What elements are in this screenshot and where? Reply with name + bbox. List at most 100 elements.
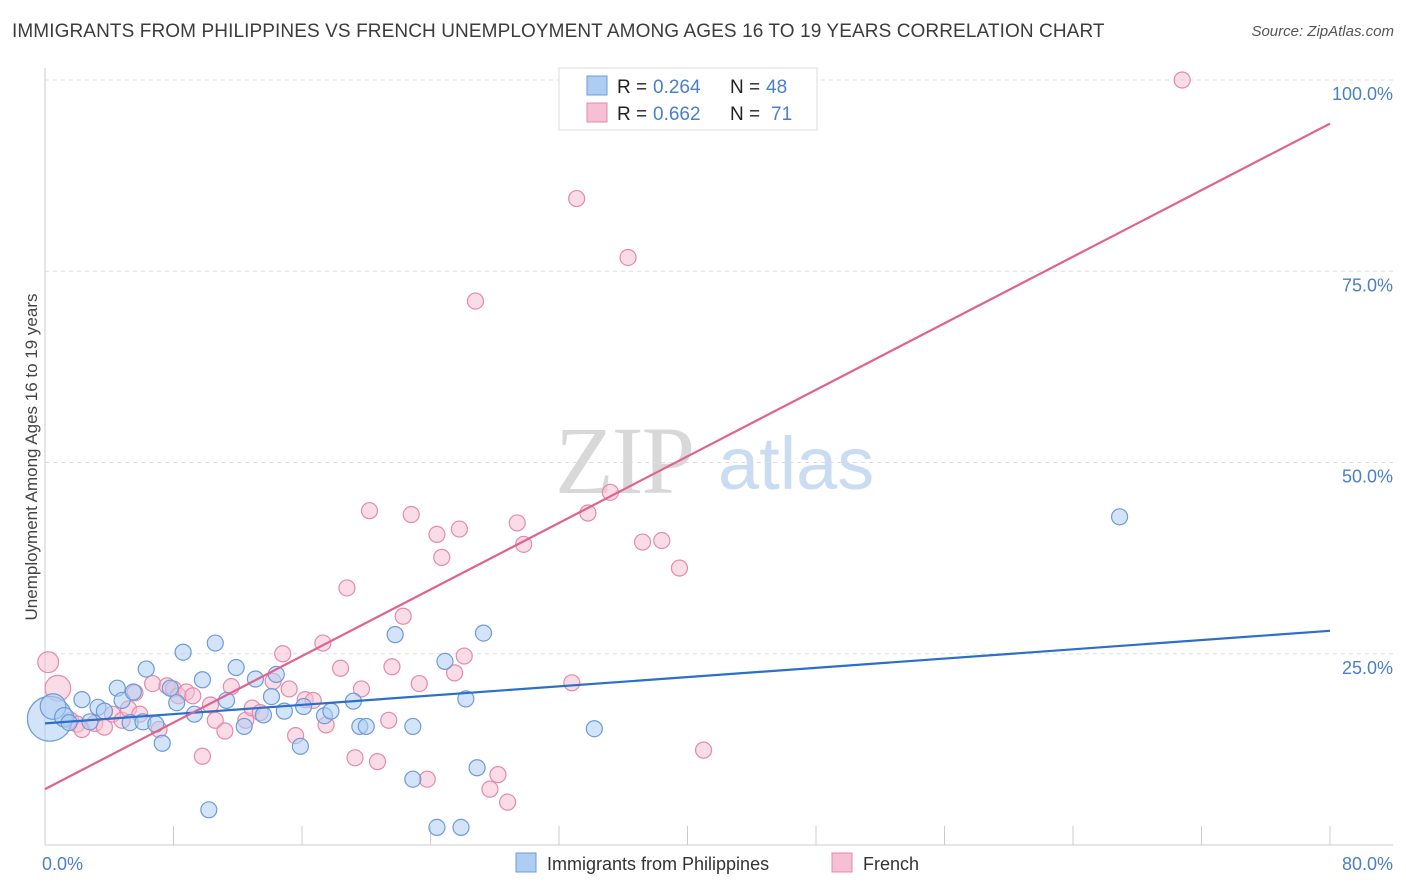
y-tick-label-25: 25.0% bbox=[1342, 658, 1393, 678]
french-point-28 bbox=[274, 645, 292, 663]
french-point-68 bbox=[1173, 71, 1191, 89]
philippines-point-24 bbox=[227, 658, 245, 677]
philippines-point-13 bbox=[137, 660, 155, 678]
philippines-point-28 bbox=[262, 687, 281, 706]
french-point-53 bbox=[481, 780, 499, 798]
philippines-point-43 bbox=[452, 818, 470, 837]
correlation-legend: R = 0.264 N = 48 R = 0.662 N = 71 bbox=[558, 67, 818, 131]
y-axis-label: Unemployment Among Ages 16 to 19 years bbox=[22, 294, 41, 621]
legend-bottom-label-pink: French bbox=[863, 854, 919, 874]
trend-lines bbox=[44, 122, 1331, 791]
x-tick-label-min: 0.0% bbox=[42, 854, 83, 874]
legend-n-value-2: 71 bbox=[771, 104, 792, 125]
french-point-54 bbox=[489, 766, 507, 784]
french-point-39 bbox=[360, 502, 379, 520]
french-point-41 bbox=[380, 711, 398, 729]
philippines-point-38 bbox=[386, 626, 404, 644]
philippines-point-4 bbox=[73, 691, 91, 709]
philippines-point-27 bbox=[254, 706, 273, 724]
philippines-point-22 bbox=[206, 634, 224, 652]
philippines-point-16 bbox=[161, 679, 179, 697]
legend-n-value-1: 48 bbox=[766, 77, 787, 98]
french-point-19 bbox=[193, 747, 212, 765]
philippines-point-7 bbox=[95, 702, 114, 720]
french-point-22 bbox=[216, 722, 234, 740]
french-point-46 bbox=[418, 770, 436, 788]
french-point-49 bbox=[445, 664, 464, 682]
watermark-atlas: atlas bbox=[718, 422, 874, 505]
philippines-point-42 bbox=[436, 652, 454, 671]
french-point-37 bbox=[346, 749, 364, 767]
series-philippines-points bbox=[26, 508, 1129, 837]
gridlines bbox=[45, 79, 1393, 655]
french-point-56 bbox=[508, 514, 526, 532]
watermark-zip: ZIP bbox=[555, 407, 693, 514]
french-point-59 bbox=[568, 189, 586, 208]
french-point-50 bbox=[450, 520, 469, 538]
philippines-point-48 bbox=[1110, 508, 1129, 526]
philippines-point-18 bbox=[174, 643, 192, 661]
x-tick-label-max: 80.0% bbox=[1342, 854, 1393, 874]
philippines-point-39 bbox=[404, 717, 422, 736]
french-point-67 bbox=[694, 741, 713, 759]
french-point-12 bbox=[144, 674, 162, 693]
french-point-42 bbox=[383, 658, 401, 676]
philippines-point-31 bbox=[291, 737, 309, 755]
y-tick-labels: 25.0% 50.0% 75.0% 100.0% bbox=[1332, 84, 1393, 678]
french-point-38 bbox=[352, 680, 371, 698]
french-point-55 bbox=[499, 793, 517, 811]
french-point-18 bbox=[184, 687, 202, 705]
philippines-point-37 bbox=[357, 717, 375, 736]
french-point-65 bbox=[670, 559, 689, 577]
philippines-point-45 bbox=[468, 759, 486, 777]
french-point-45 bbox=[410, 674, 428, 693]
french-point-64 bbox=[653, 531, 671, 550]
legend-r-label-2: R = bbox=[617, 104, 652, 125]
philippines-point-47 bbox=[585, 720, 603, 738]
legend-r-label-1: R = bbox=[617, 77, 652, 98]
french-point-35 bbox=[331, 659, 350, 677]
source-label: Source: ZipAtlas.com bbox=[1251, 23, 1394, 40]
philippines-point-44 bbox=[457, 690, 475, 708]
philippines-point-40 bbox=[404, 770, 422, 788]
philippines-point-20 bbox=[193, 671, 212, 689]
philippines-point-34 bbox=[322, 702, 340, 720]
series-legend: Immigrants from Philippines French bbox=[515, 852, 919, 874]
legend-n-label-1: N = bbox=[730, 77, 765, 98]
french-point-44 bbox=[402, 505, 420, 524]
french-point-40 bbox=[368, 753, 387, 771]
philippines-point-21 bbox=[200, 801, 218, 819]
y-tick-label-100: 100.0% bbox=[1332, 84, 1393, 104]
philippines-point-5 bbox=[81, 713, 99, 731]
legend-r-value-2: 0.662 bbox=[653, 104, 701, 125]
french-point-43 bbox=[394, 607, 412, 625]
legend-swatch-pink bbox=[586, 102, 608, 123]
french-point-0 bbox=[37, 651, 60, 674]
y-tick-label-50: 50.0% bbox=[1342, 467, 1393, 487]
legend-bottom-swatch-pink bbox=[831, 852, 853, 873]
french-point-21 bbox=[206, 711, 224, 729]
french-point-52 bbox=[466, 292, 485, 310]
legend-bottom-label-blue: Immigrants from Philippines bbox=[547, 854, 769, 874]
philippines-point-32 bbox=[295, 697, 313, 716]
chart-title: IMMIGRANTS FROM PHILIPPINES VS FRENCH UN… bbox=[12, 21, 1105, 42]
philippines-point-46 bbox=[474, 624, 493, 642]
french-point-29 bbox=[280, 680, 298, 698]
french-point-58 bbox=[563, 674, 581, 692]
philippines-point-15 bbox=[153, 734, 171, 752]
french-point-47 bbox=[428, 525, 446, 544]
french-point-62 bbox=[619, 248, 637, 267]
philippines-point-25 bbox=[235, 717, 253, 736]
french-point-48 bbox=[433, 548, 451, 566]
philippines-trend-line bbox=[44, 629, 1331, 725]
french-trend-line bbox=[44, 122, 1331, 791]
philippines-point-11 bbox=[124, 683, 142, 701]
french-point-36 bbox=[338, 579, 356, 597]
philippines-point-17 bbox=[168, 694, 186, 712]
legend-swatch-blue bbox=[586, 75, 608, 96]
legend-r-value-1: 0.264 bbox=[653, 77, 701, 98]
philippines-point-41 bbox=[428, 818, 446, 837]
legend-bottom-swatch-blue bbox=[515, 852, 537, 873]
french-point-63 bbox=[633, 533, 652, 551]
